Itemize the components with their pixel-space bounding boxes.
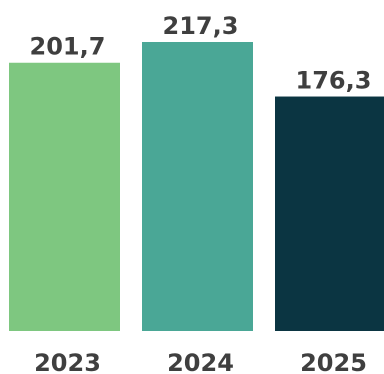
category-label-2024: 2024	[167, 349, 234, 374]
category-label-2023: 2023	[34, 349, 101, 374]
bars-group	[9, 42, 384, 332]
bar-2024	[142, 42, 253, 331]
value-label-2025: 176,3	[296, 67, 372, 95]
category-label-2025: 2025	[300, 349, 367, 374]
value-labels-group: 201,7 217,3 176,3	[30, 12, 372, 95]
bar-2023	[9, 62, 120, 332]
category-labels-group: 2023 2024 2025	[34, 349, 367, 374]
value-label-2023: 201,7	[30, 33, 106, 61]
bar-2025	[275, 96, 384, 331]
value-label-2024: 217,3	[163, 12, 239, 40]
